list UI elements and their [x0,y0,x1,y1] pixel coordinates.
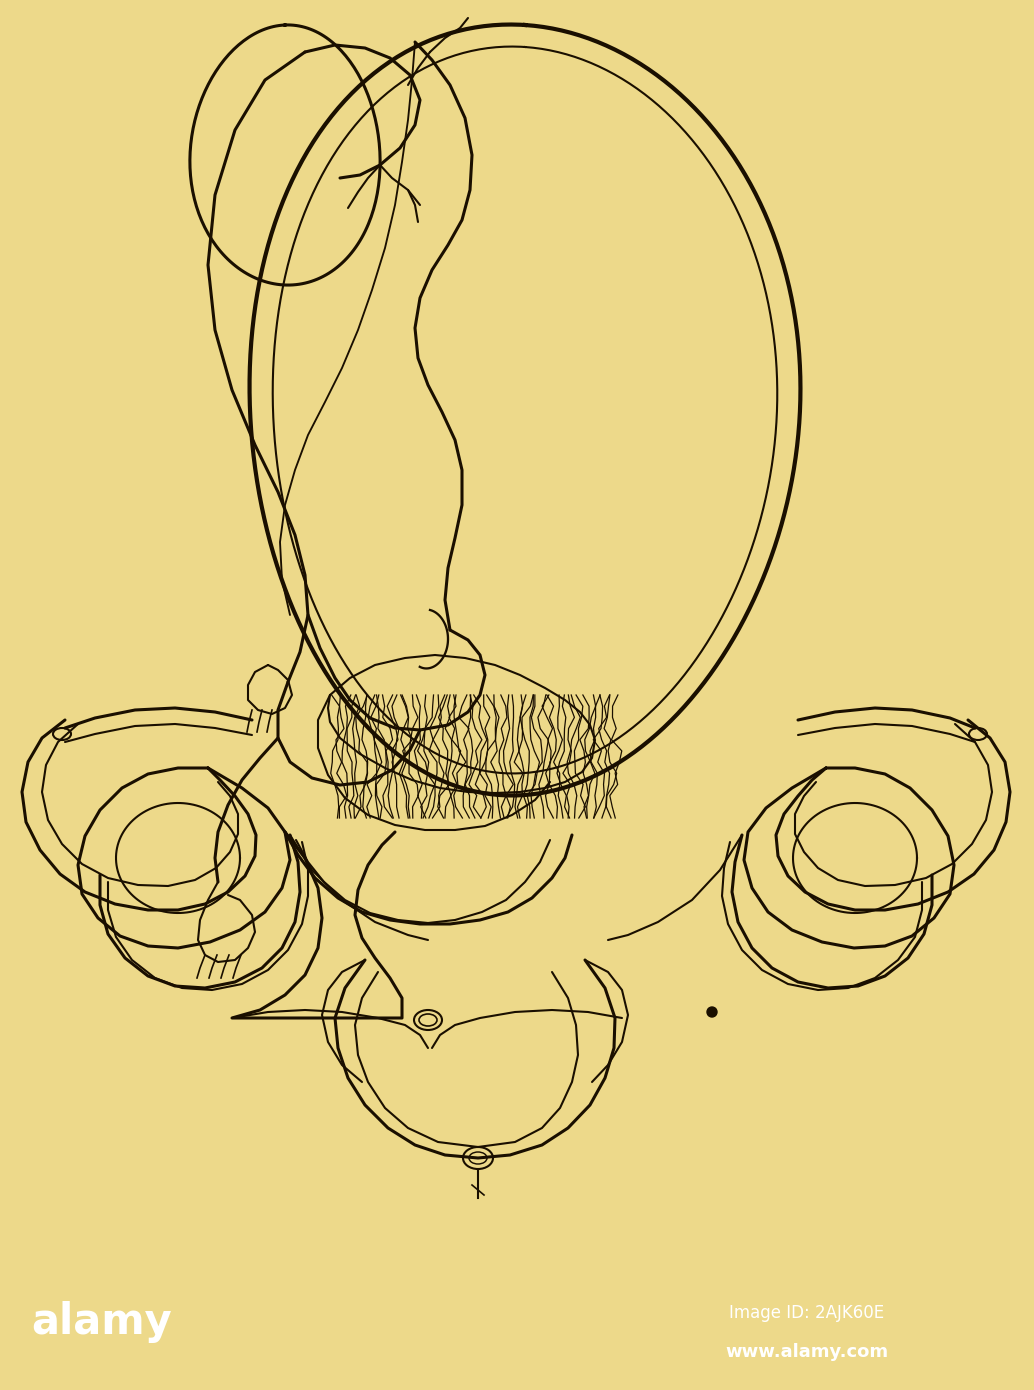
Circle shape [707,1006,717,1017]
Text: Image ID: 2AJK60E: Image ID: 2AJK60E [729,1304,884,1322]
Text: alamy: alamy [31,1301,172,1343]
Text: www.alamy.com: www.alamy.com [725,1343,888,1361]
